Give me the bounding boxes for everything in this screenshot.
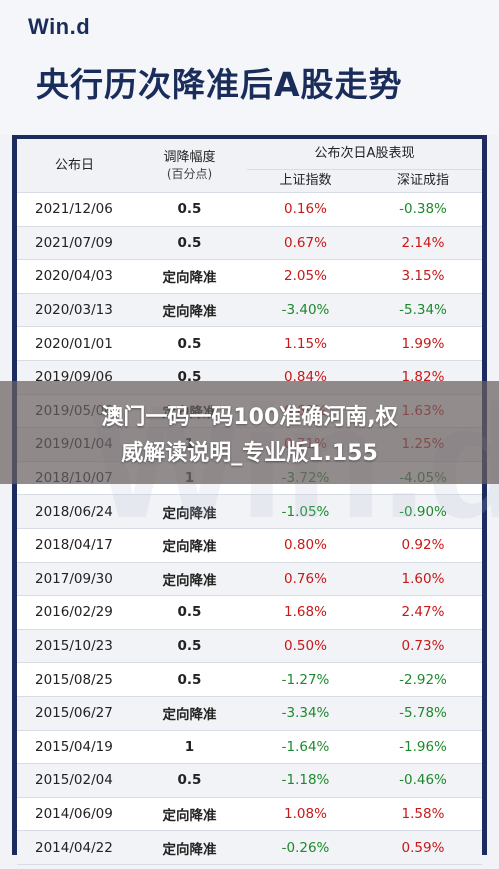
cell-sh: 0.16%: [247, 192, 364, 227]
table-row: 2016/02/29 0.5 1.68% 2.47%: [17, 595, 482, 630]
cell-rate: 0.5: [132, 226, 247, 261]
cell-rate: 定向降准: [132, 259, 247, 294]
cell-date: 2015/04/19: [17, 730, 132, 765]
cell-date: 2015/06/27: [17, 696, 132, 731]
cell-rate: 定向降准: [132, 494, 247, 529]
cell-sz: 1.58%: [364, 797, 482, 832]
cell-rate: 1: [132, 730, 247, 765]
cell-rate: 定向降准: [132, 562, 247, 597]
col-header-rate-line2: (百分点): [166, 166, 213, 181]
cell-rate: 0.5: [132, 595, 247, 630]
col-header-date: 公布日: [17, 139, 132, 193]
table-body: 2021/12/06 0.5 0.16% -0.38% 2021/07/09 0.5 0.6…: [17, 192, 482, 865]
cell-sh: -0.26%: [247, 830, 364, 865]
cell-date: 2017/09/30: [17, 562, 132, 597]
cell-sh: 0.50%: [247, 629, 364, 664]
cell-date: 2015/10/23: [17, 629, 132, 664]
table-row: 2018/06/24 定向降准 -1.05% -0.90%: [17, 494, 482, 529]
cell-sh: -1.05%: [247, 494, 364, 529]
cell-sh: 0.67%: [247, 226, 364, 261]
cell-rate: 0.5: [132, 763, 247, 798]
cell-sh: 2.05%: [247, 259, 364, 294]
cell-date: 2018/06/24: [17, 494, 132, 529]
cell-sz: 1.60%: [364, 562, 482, 597]
table-row: 2014/04/22 定向降准 -0.26% 0.59%: [17, 830, 482, 865]
cell-rate: 定向降准: [132, 293, 247, 328]
table-row: 2015/06/27 定向降准 -3.34% -5.78%: [17, 696, 482, 731]
cell-date: 2014/06/09: [17, 797, 132, 832]
cell-sz: -0.90%: [364, 494, 482, 529]
wind-logo: Win.d: [28, 14, 91, 39]
col-header-group: 公布次日A股表现: [247, 139, 482, 170]
cell-sh: -1.27%: [247, 662, 364, 697]
table-row: 2018/04/17 定向降准 0.80% 0.92%: [17, 528, 482, 563]
rrr-cut-table: 公布日 调降幅度 (百分点) 公布次日A股表现 上证指数 深证成指 2021/1…: [17, 139, 482, 865]
cell-rate: 0.5: [132, 629, 247, 664]
cell-sh: -1.18%: [247, 763, 364, 798]
cell-date: 2020/03/13: [17, 293, 132, 328]
col-header-rate: 调降幅度 (百分点): [132, 139, 247, 193]
cell-sz: -1.96%: [364, 730, 482, 765]
cell-rate: 0.5: [132, 192, 247, 227]
cell-sz: -0.46%: [364, 763, 482, 798]
table-row: 2015/04/19 1 -1.64% -1.96%: [17, 730, 482, 765]
cell-sz: 0.73%: [364, 629, 482, 664]
cell-sz: 3.15%: [364, 259, 482, 294]
cell-date: 2020/04/03: [17, 259, 132, 294]
table-row: 2015/10/23 0.5 0.50% 0.73%: [17, 629, 482, 664]
table-row: 2017/09/30 定向降准 0.76% 1.60%: [17, 562, 482, 597]
col-header-sz: 深证成指: [364, 169, 482, 193]
cell-sh: 1.08%: [247, 797, 364, 832]
col-header-sh: 上证指数: [247, 169, 364, 193]
table-row: 2021/07/09 0.5 0.67% 2.14%: [17, 226, 482, 261]
cell-rate: 0.5: [132, 326, 247, 361]
cell-sh: 0.76%: [247, 562, 364, 597]
cell-sz: -2.92%: [364, 662, 482, 697]
table-row: 2014/06/09 定向降准 1.08% 1.58%: [17, 797, 482, 832]
cell-sh: 0.80%: [247, 528, 364, 563]
table-row: 2015/02/04 0.5 -1.18% -0.46%: [17, 763, 482, 798]
cell-rate: 定向降准: [132, 528, 247, 563]
cell-sh: -3.34%: [247, 696, 364, 731]
cell-sz: -0.38%: [364, 192, 482, 227]
table-row: 2021/12/06 0.5 0.16% -0.38%: [17, 192, 482, 227]
cell-date: 2018/04/17: [17, 528, 132, 563]
cell-date: 2015/08/25: [17, 662, 132, 697]
cell-sz: 0.92%: [364, 528, 482, 563]
cell-date: 2014/04/22: [17, 830, 132, 865]
cell-date: 2020/01/01: [17, 326, 132, 361]
cell-sh: -3.40%: [247, 293, 364, 328]
cell-sz: 1.99%: [364, 326, 482, 361]
cell-sh: -1.64%: [247, 730, 364, 765]
cell-date: 2015/02/04: [17, 763, 132, 798]
cell-sz: 2.14%: [364, 226, 482, 261]
header: Win.d 央行历次降准后A股走势: [0, 0, 499, 135]
table-row: 2020/03/13 定向降准 -3.40% -5.34%: [17, 293, 482, 328]
cell-sz: -5.78%: [364, 696, 482, 731]
caption-line-1: 澳门一码一码100准确河南,权: [101, 405, 398, 430]
col-header-rate-line1: 调降幅度: [163, 149, 216, 165]
table-row: 2020/01/01 0.5 1.15% 1.99%: [17, 326, 482, 361]
cell-sh: 1.15%: [247, 326, 364, 361]
caption-line-2: 威解读说明_专业版1.155: [121, 441, 378, 466]
cell-rate: 定向降准: [132, 797, 247, 832]
table-row: 2020/04/03 定向降准 2.05% 3.15%: [17, 259, 482, 294]
cell-sz: 0.59%: [364, 830, 482, 865]
page-title: 央行历次降准后A股走势: [36, 65, 403, 104]
cell-date: 2021/07/09: [17, 226, 132, 261]
cell-rate: 0.5: [132, 662, 247, 697]
caption-overlay: 澳门一码一码100准确河南,权 威解读说明_专业版1.155: [0, 381, 499, 484]
cell-sz: 2.47%: [364, 595, 482, 630]
table-row: 2015/08/25 0.5 -1.27% -2.92%: [17, 662, 482, 697]
cell-date: 2021/12/06: [17, 192, 132, 227]
table-frame: 公布日 调降幅度 (百分点) 公布次日A股表现 上证指数 深证成指 2021/1…: [12, 135, 487, 865]
cell-sh: 1.68%: [247, 595, 364, 630]
cell-rate: 定向降准: [132, 830, 247, 865]
cell-sz: -5.34%: [364, 293, 482, 328]
cell-date: 2016/02/29: [17, 595, 132, 630]
cell-rate: 定向降准: [132, 696, 247, 731]
